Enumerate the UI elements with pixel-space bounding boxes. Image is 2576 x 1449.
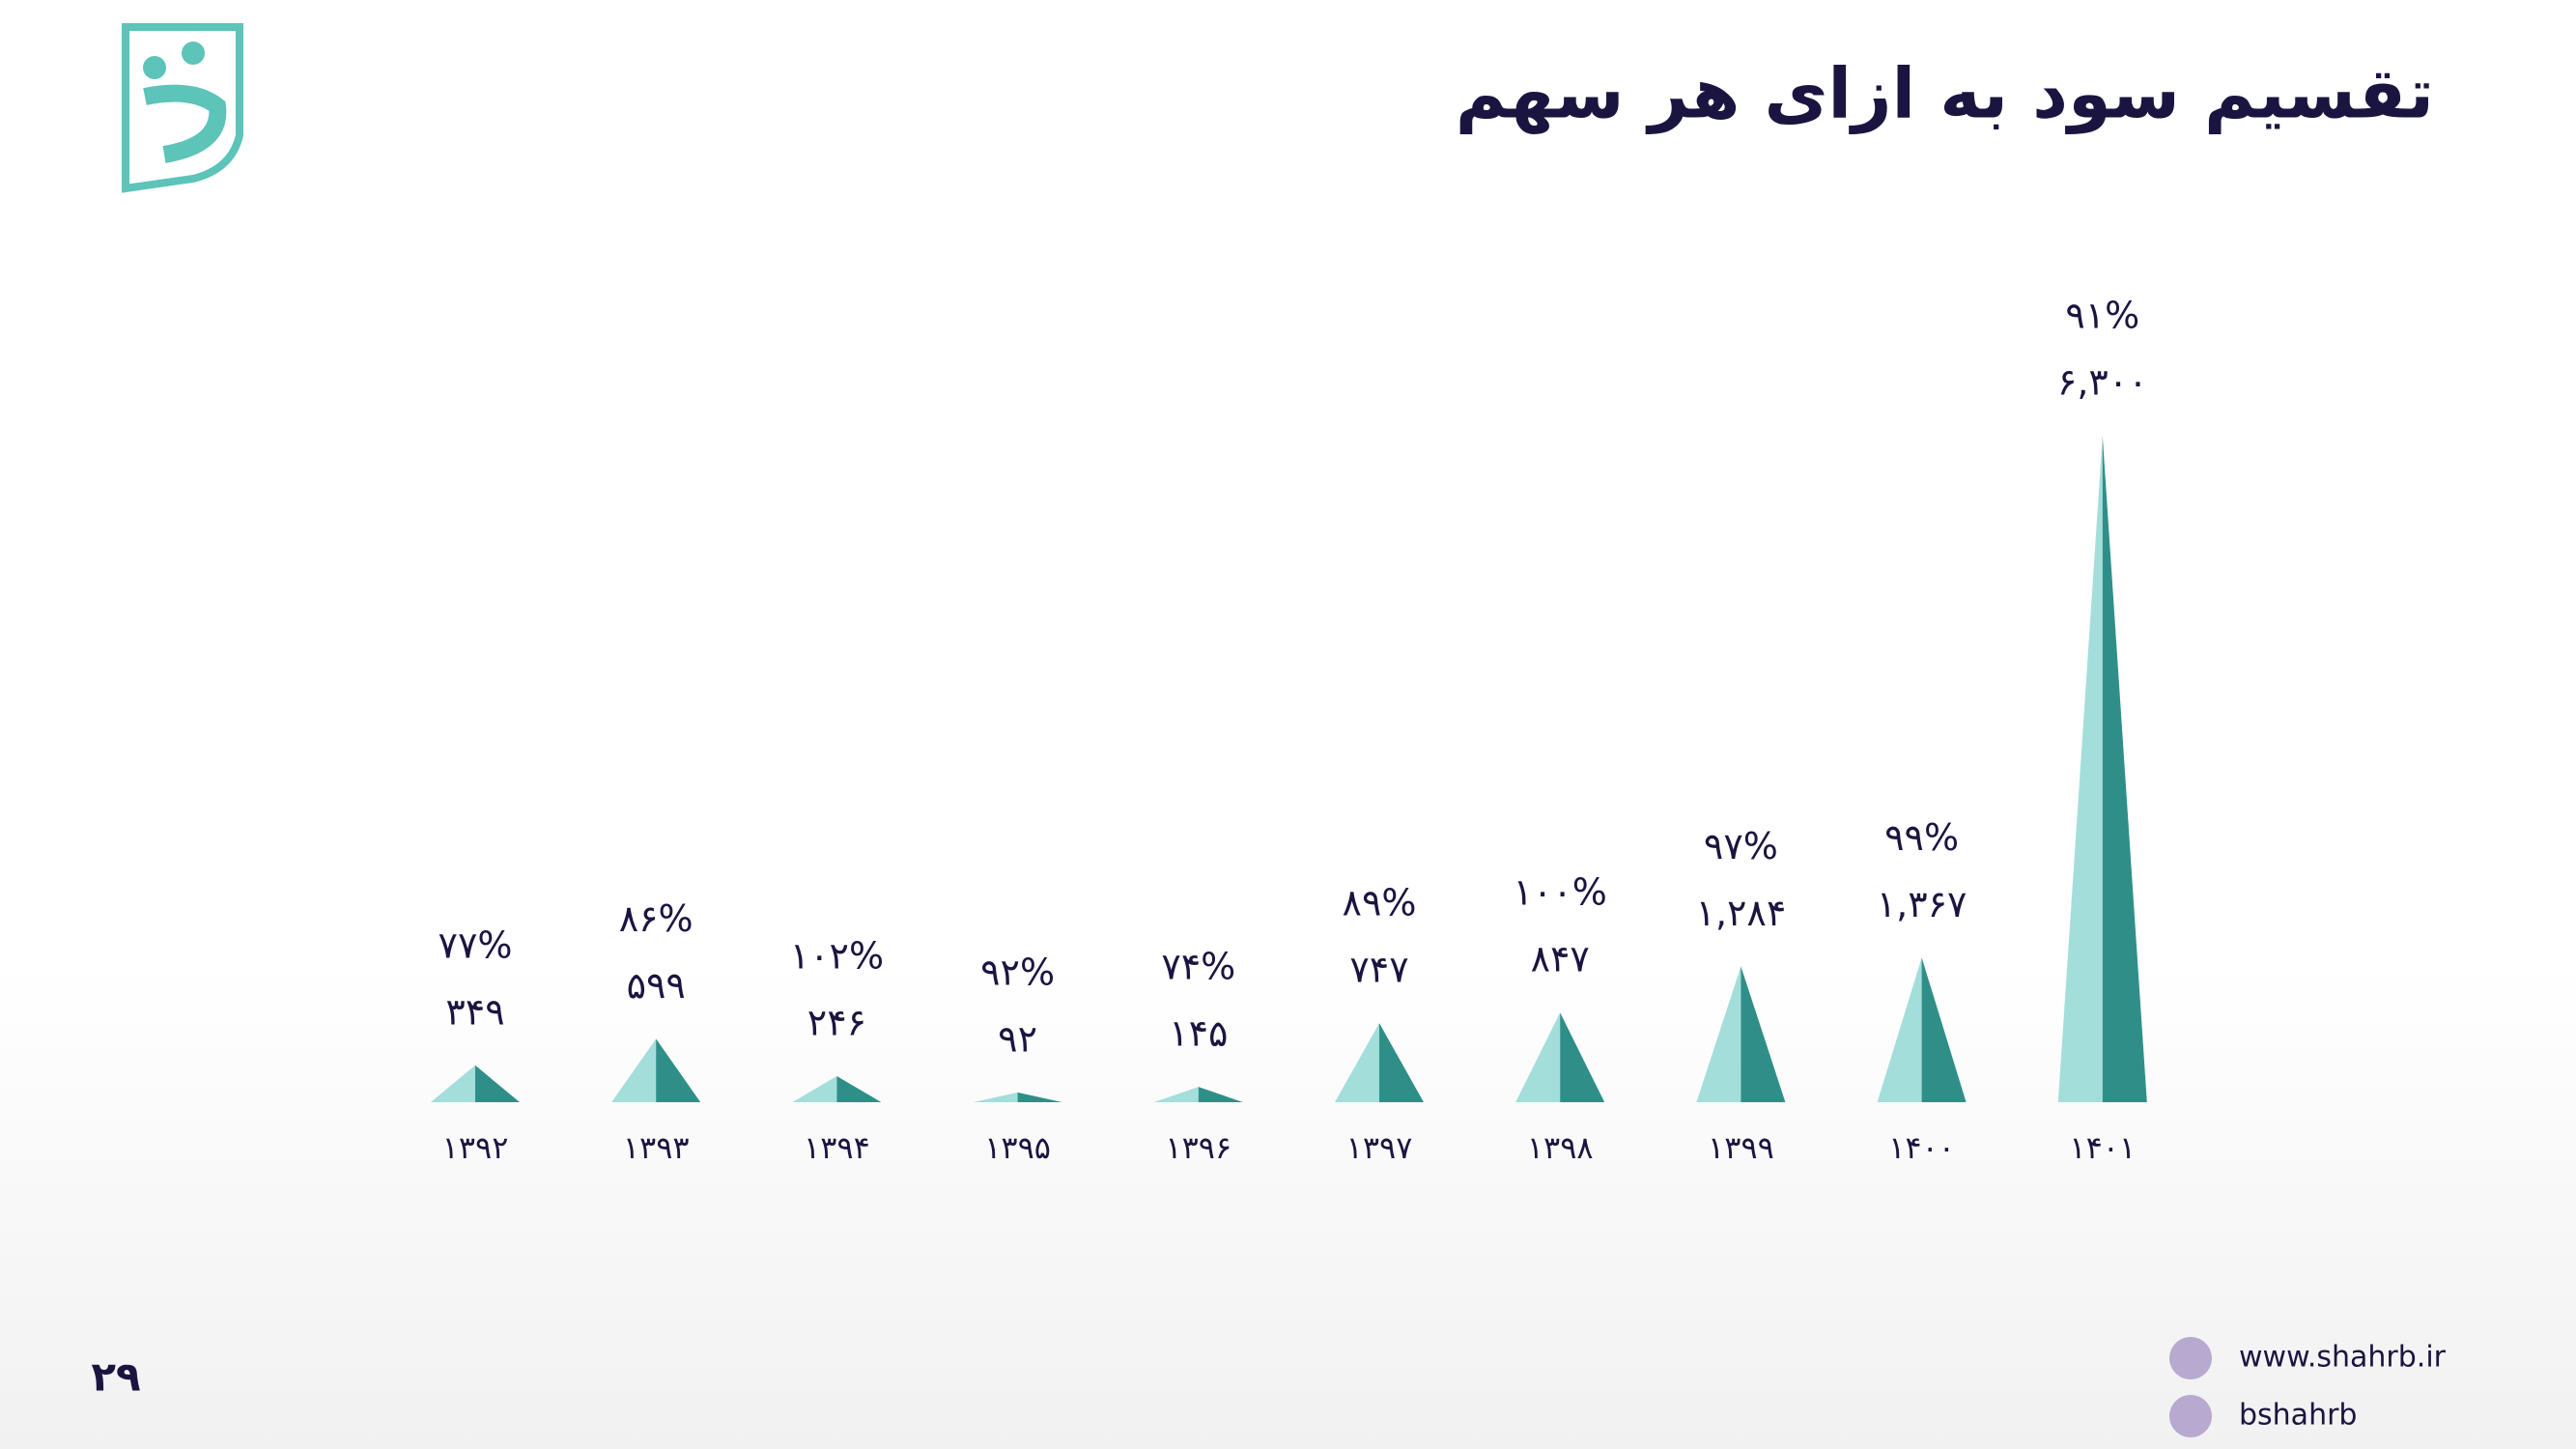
- value-label: ۷۴۷: [1349, 949, 1408, 991]
- x-tick-label: ۱۴۰۱: [2069, 1129, 2136, 1166]
- x-tick-label: ۱۴۰۰: [1888, 1129, 1955, 1166]
- bar: [431, 1065, 520, 1102]
- ratio-label: ۷۷%: [439, 923, 513, 966]
- ratio-label: ۹۷%: [1704, 825, 1778, 867]
- telegram-icon: [2169, 1395, 2212, 1437]
- web-icon: [2169, 1337, 2212, 1379]
- ratio-label: ۷۴%: [1161, 946, 1235, 988]
- ratio-label: ۱۰۲%: [790, 935, 884, 978]
- x-tick-label: ۱۳۹۹: [1708, 1129, 1774, 1166]
- ratio-label: ۱۰۰%: [1514, 871, 1607, 914]
- website: www.shahrb.ir: [2239, 1341, 2447, 1375]
- bar: [2057, 436, 2147, 1102]
- ratio-label: ۸۶%: [619, 897, 694, 940]
- logo: [122, 23, 243, 193]
- ratio-label: ۹۱%: [2065, 295, 2139, 337]
- value-label: ۱۴۵: [1169, 1012, 1228, 1055]
- ratio-label: ۹۲%: [980, 951, 1055, 993]
- value-label: ۸۴۷: [1531, 938, 1590, 980]
- telegram: bshahrb: [2239, 1399, 2357, 1433]
- x-tick-label: ۱۳۹۳: [623, 1129, 690, 1166]
- skyline-background: [0, 966, 2576, 1449]
- bar: [973, 1092, 1062, 1102]
- x-tick-label: ۱۳۹۴: [804, 1129, 870, 1166]
- value-label: ۹۲: [998, 1017, 1037, 1060]
- x-tick-label: ۱۳۹۵: [984, 1129, 1051, 1166]
- value-label: ۱,۲۸۴: [1696, 892, 1787, 934]
- x-tick-label: ۱۳۹۷: [1346, 1129, 1413, 1166]
- bar: [792, 1076, 882, 1102]
- chart-title: تقسیم سود به ازای هر سهم: [1456, 53, 2434, 135]
- x-tick-label: ۱۳۹۶: [1165, 1129, 1231, 1166]
- bar: [1515, 1012, 1605, 1102]
- ratio-label: ۹۹%: [1884, 816, 1959, 859]
- value-label: ۶,۳۰۰: [2057, 361, 2148, 404]
- value-label: ۱,۳۶۷: [1877, 883, 1967, 925]
- bar: [1153, 1087, 1243, 1102]
- x-tick-label: ۱۳۹۸: [1527, 1129, 1594, 1166]
- page-number: ۲۹: [91, 1353, 140, 1401]
- value-label: ۵۹۹: [627, 964, 686, 1007]
- ratio-label: ۸۹%: [1343, 882, 1417, 924]
- value-label: ۳۴۹: [445, 990, 504, 1033]
- value-label: ۲۴۶: [807, 1002, 866, 1044]
- x-tick-label: ۱۳۹۲: [442, 1129, 509, 1166]
- bar: [1877, 957, 1967, 1102]
- bar: [1696, 966, 1786, 1102]
- bar: [1335, 1023, 1424, 1102]
- bar: [611, 1038, 701, 1102]
